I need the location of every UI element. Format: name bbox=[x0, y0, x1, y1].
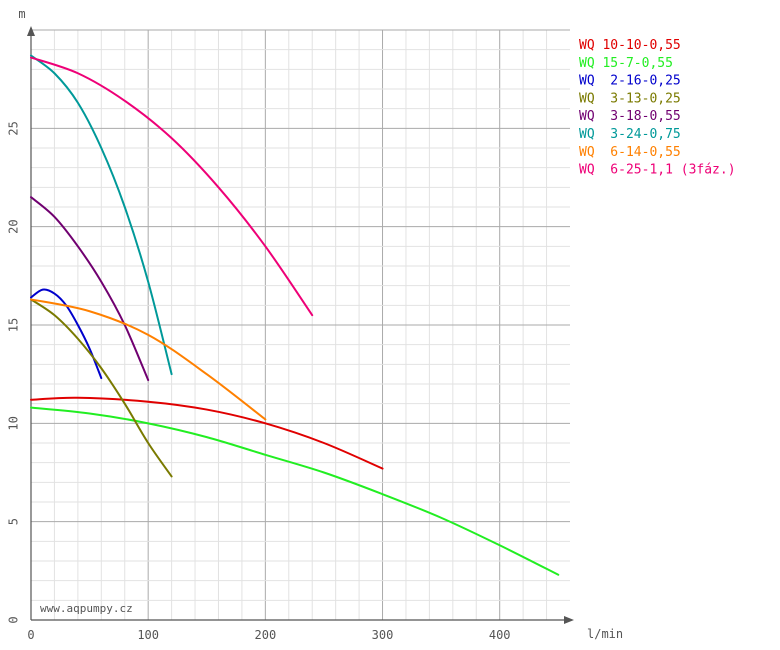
y-tick-label: 15 bbox=[7, 318, 21, 332]
chart-legend: WQ 10-10-0,55 WQ 15-7-0,55 WQ 2-16-0,25 WQ … bbox=[579, 38, 736, 178]
series-line-8 bbox=[30, 56, 314, 317]
x-tick-label: 200 bbox=[255, 628, 277, 642]
y-tick-label: 10 bbox=[7, 416, 21, 430]
series-line-2 bbox=[30, 406, 560, 576]
y-tick-label: 5 bbox=[7, 518, 21, 525]
y-tick-label: 25 bbox=[7, 121, 21, 135]
legend-entry-4: WQ 3-13-0,25 bbox=[579, 91, 681, 106]
legend-entry-2: WQ 15-7-0,55 bbox=[579, 56, 673, 71]
y-tick-label: 0 bbox=[7, 616, 21, 623]
series-line-1 bbox=[30, 396, 384, 470]
y-tick-label: 20 bbox=[7, 219, 21, 233]
chart-grid bbox=[31, 29, 570, 620]
x-axis-arrow bbox=[564, 616, 574, 624]
x-tick-label: 400 bbox=[489, 628, 511, 642]
chart-axes bbox=[27, 26, 574, 624]
series-lines bbox=[30, 54, 560, 576]
x-tick-label: 300 bbox=[372, 628, 394, 642]
series-line-5 bbox=[30, 196, 150, 382]
legend-entry-5: WQ 3-18-0,55 bbox=[579, 109, 681, 124]
y-axis-arrow bbox=[27, 26, 35, 36]
legend-entry-7: WQ 6-14-0,55 bbox=[579, 145, 681, 160]
legend-entry-6: WQ 3-24-0,75 bbox=[579, 127, 681, 142]
legend-entry-1: WQ 10-10-0,55 bbox=[579, 38, 681, 53]
x-tick-label: 100 bbox=[137, 628, 159, 642]
series-line-4 bbox=[30, 298, 173, 478]
x-axis-unit-label: l/min bbox=[587, 627, 623, 641]
x-tick-label: 0 bbox=[27, 628, 34, 642]
series-line-7 bbox=[30, 298, 267, 421]
legend-entry-8: WQ 6-25-1,1 (3fáz.) bbox=[579, 163, 736, 178]
tick-labels: 0 100 200 300 400 0 5 10 15 20 25 bbox=[7, 121, 511, 642]
y-axis-unit-label: m bbox=[18, 7, 25, 21]
legend-entry-3: WQ 2-16-0,25 bbox=[579, 74, 681, 89]
series-line-6 bbox=[30, 54, 173, 376]
watermark-text: www.aqpumpy.cz bbox=[40, 602, 133, 615]
